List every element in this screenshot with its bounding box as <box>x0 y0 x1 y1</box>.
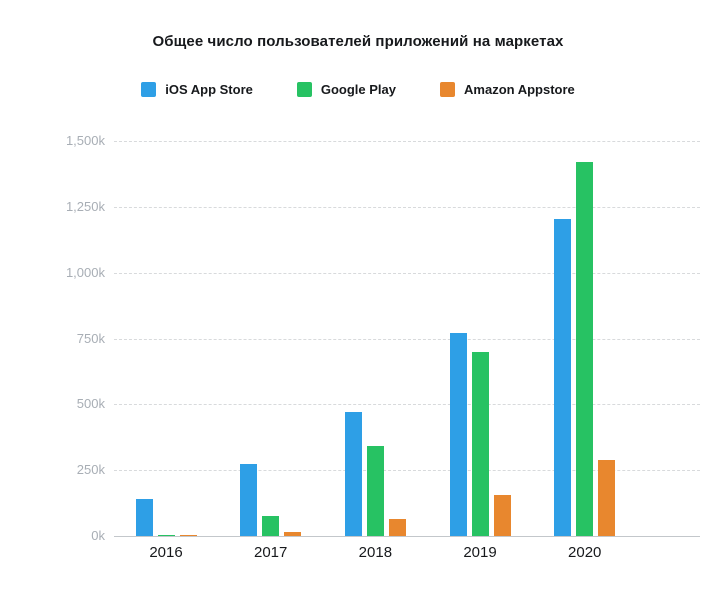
legend-item-google-play[interactable]: Google Play <box>296 82 397 97</box>
bar-amazon-appstore-2019 <box>493 495 511 536</box>
y-tick-label-1000k: 1,000k <box>65 264 105 280</box>
gridline-750k <box>114 338 700 340</box>
bar-google-play-2017 <box>262 516 280 536</box>
y-tick-label-250k: 250k <box>76 462 105 478</box>
legend-swatch-google-play <box>296 82 312 97</box>
y-tick-label-1250k: 1,250k <box>65 198 105 214</box>
chart-title: Общее число пользователей приложений на … <box>152 33 564 50</box>
bar-amazon-appstore-2017 <box>284 532 302 536</box>
x-tick-label-2019: 2019 <box>463 544 497 561</box>
bar-ios-app-store-2020 <box>554 219 572 536</box>
legend-swatch-amazon-appstore <box>440 82 456 97</box>
bar-google-play-2016 <box>157 535 175 536</box>
legend-label: Amazon Appstore <box>464 82 575 97</box>
legend-item-amazon-appstore[interactable]: Amazon Appstore <box>440 82 575 97</box>
legend-swatch-ios-app-store <box>141 82 157 97</box>
bar-ios-app-store-2017 <box>240 464 258 536</box>
bar-google-play-2019 <box>471 352 489 536</box>
gridline-1000k <box>114 272 700 274</box>
bar-google-play-2020 <box>576 162 594 536</box>
x-tick-label-2017: 2017 <box>253 544 288 561</box>
bar-amazon-appstore-2016 <box>179 535 197 536</box>
legend: iOS App Store Google Play Amazon Appstore <box>0 82 716 97</box>
bar-amazon-appstore-2020 <box>598 460 616 536</box>
legend-label: iOS App Store <box>165 82 253 97</box>
bar-amazon-appstore-2018 <box>388 519 406 536</box>
y-tick-label-0k: 0k <box>91 528 105 543</box>
bar-ios-app-store-2016 <box>135 499 153 536</box>
x-tick-label-2018: 2018 <box>358 544 393 561</box>
x-tick-label-2020: 2020 <box>568 544 602 561</box>
legend-label: Google Play <box>320 82 397 97</box>
gridline-500k <box>114 404 700 406</box>
gridline-1250k <box>114 206 700 208</box>
y-tick-label-500k: 500k <box>76 396 105 412</box>
bar-ios-app-store-2018 <box>344 412 362 536</box>
y-tick-label-750k: 750k <box>76 330 105 346</box>
x-tick-label-2016: 2016 <box>149 544 183 561</box>
legend-item-ios-app-store[interactable]: iOS App Store <box>141 82 253 97</box>
gridline-1500k <box>114 141 700 142</box>
bar-ios-app-store-2019 <box>449 333 467 536</box>
x-axis-line <box>114 536 700 537</box>
bar-google-play-2018 <box>366 446 384 536</box>
y-tick-label-1500k: 1,500k <box>65 133 105 148</box>
gridline-250k <box>114 470 700 472</box>
